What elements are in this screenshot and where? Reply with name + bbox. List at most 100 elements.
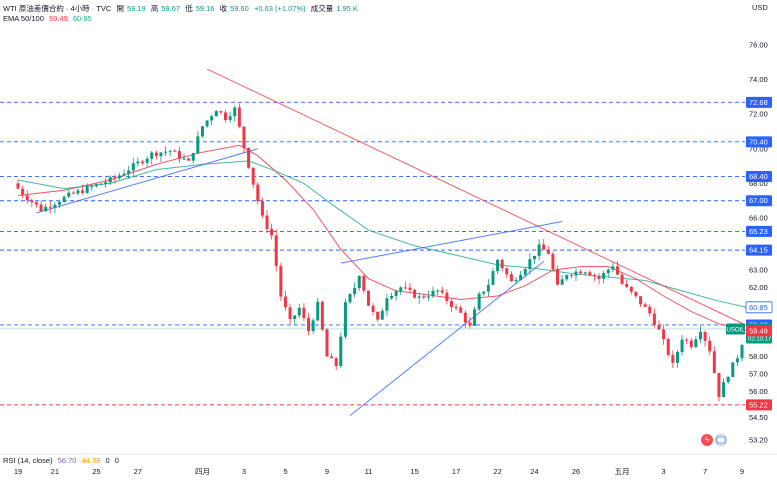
close-label: 收 [219, 4, 228, 13]
x-tick-label: 19 [14, 467, 22, 476]
x-tick-label: 四月 [195, 467, 210, 476]
candle-body [168, 150, 172, 152]
candle-body [288, 307, 292, 320]
candle-body [639, 296, 643, 305]
change-value: +0.63 (+1.07%) [253, 4, 306, 13]
candle-body [449, 301, 453, 307]
candle-body [260, 201, 264, 216]
candle-body [532, 255, 536, 260]
candle-body [357, 276, 361, 288]
candle-body [588, 272, 592, 276]
candle-body [117, 175, 121, 179]
low-value: 59.16 [195, 4, 215, 13]
level-tag-label: 72.68 [749, 98, 768, 107]
trend-line[interactable] [340, 221, 563, 264]
level-tag [746, 195, 772, 207]
trend-line[interactable] [36, 148, 258, 214]
candle-body [67, 192, 71, 197]
candle-body [597, 276, 601, 279]
candle-body [500, 259, 504, 269]
candle-body [136, 161, 140, 164]
candle-body [602, 273, 606, 279]
candle-body [528, 259, 532, 270]
candle-body [247, 147, 251, 168]
candle-body [99, 183, 103, 185]
candle-body [620, 274, 624, 284]
candle-body [394, 291, 398, 297]
candle-body [698, 331, 702, 340]
price-axis-unit: USD [752, 3, 768, 12]
candle-body [348, 294, 352, 303]
x-tick-label: 3 [662, 467, 666, 476]
flag-glyph [716, 436, 726, 444]
trend-line[interactable] [349, 261, 545, 417]
x-tick-label: 11 [365, 467, 373, 476]
close-value: 59.60 [230, 4, 249, 13]
y-tick-label: 57.00 [749, 370, 768, 379]
ema-line [17, 160, 747, 308]
candle-body [104, 182, 108, 184]
candle-body [671, 354, 675, 363]
open-value: 59.19 [126, 4, 146, 13]
candle-body [279, 265, 283, 297]
rsi-value-2: 44.38 [81, 456, 101, 465]
candle-body [703, 331, 707, 341]
candle-body [740, 345, 744, 359]
high-value: 59.67 [161, 4, 181, 13]
candle-body [519, 274, 523, 281]
candle-body [39, 204, 43, 212]
candle-body [30, 200, 34, 203]
candle-body [482, 291, 486, 294]
candle-body [177, 151, 181, 159]
candle-body [445, 292, 449, 302]
lightning-icon[interactable] [701, 434, 713, 446]
candle-body [196, 136, 200, 154]
x-tick-label: 5 [283, 467, 287, 476]
y-tick-label: 62.00 [749, 283, 768, 292]
candle-body [316, 301, 320, 321]
candle-body [537, 244, 541, 256]
y-tick-label: 66.00 [749, 214, 768, 223]
candle-body [81, 190, 85, 193]
high-label: 高 [150, 4, 159, 13]
level-tag [746, 96, 772, 108]
ema50-value: 59.49 [48, 14, 68, 23]
x-tick-label: 26 [572, 467, 580, 476]
candle-body [431, 290, 435, 297]
candle-body [680, 339, 684, 353]
candle-body [21, 188, 25, 196]
price-tag-countdown: 02:10:17 [748, 336, 772, 342]
candle-body [583, 272, 587, 274]
candle-body [293, 315, 297, 320]
candle-body [514, 280, 518, 282]
candle-body [436, 290, 440, 292]
candle-body [76, 190, 80, 194]
candle-body [256, 184, 260, 202]
candle-body [150, 152, 154, 159]
ema-label: EMA 50/100 [3, 14, 44, 23]
candle-body [127, 170, 131, 174]
candle-body [675, 352, 679, 363]
candle-body [85, 186, 89, 193]
level-tag-label: 67.00 [749, 196, 768, 205]
trend-line[interactable] [206, 68, 747, 326]
x-tick-label: 15 [410, 467, 418, 476]
candle-body [141, 161, 145, 163]
candle-body [685, 339, 689, 341]
candle-body [251, 167, 255, 185]
candle-body [62, 196, 66, 203]
y-tick-label: 72.00 [749, 110, 768, 119]
candle-body [694, 339, 698, 348]
candle-body [611, 266, 615, 270]
candle-body [615, 266, 619, 275]
candle-body [233, 107, 237, 117]
low-label: 低 [185, 4, 193, 13]
y-tick-label: 70.00 [749, 144, 768, 153]
y-tick-label: 53.20 [749, 435, 768, 444]
level-tag [746, 136, 772, 148]
candle-body [205, 120, 209, 127]
volume-value: 1.95 K [336, 4, 358, 13]
candle-body [297, 307, 301, 316]
volume-label: 成交量 [310, 4, 334, 13]
